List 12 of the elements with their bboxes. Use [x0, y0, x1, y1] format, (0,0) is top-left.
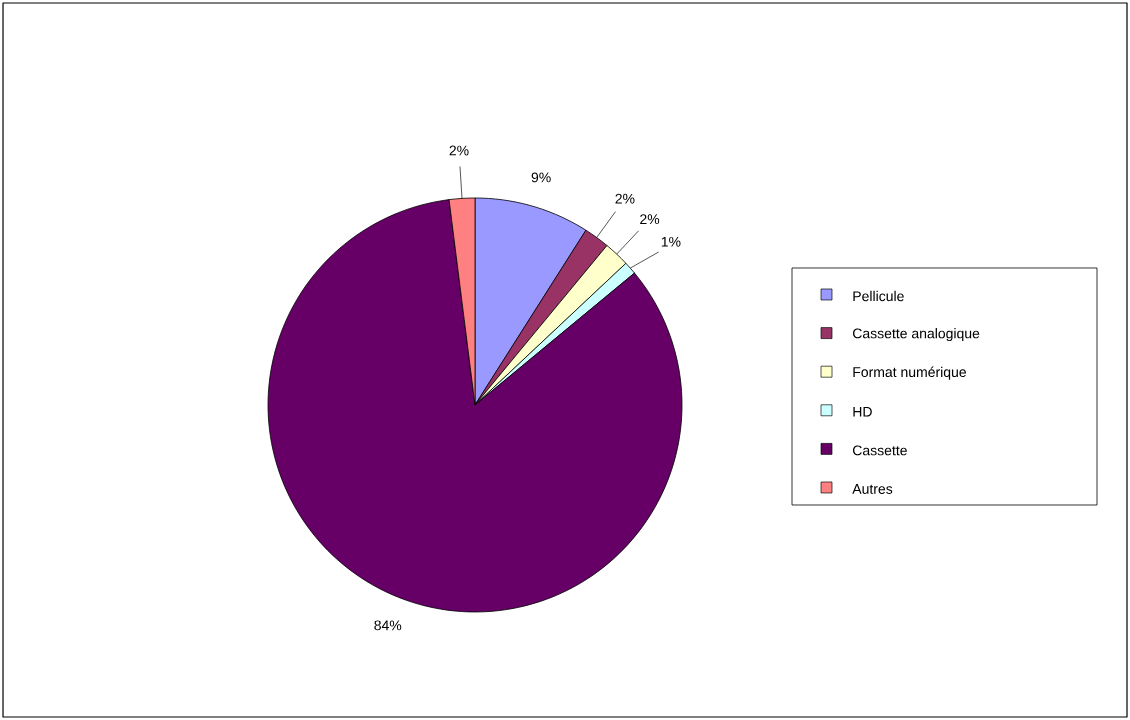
legend-label: Format numérique [853, 366, 966, 380]
data-label: 1% [661, 236, 681, 247]
data-label: 2% [449, 145, 469, 156]
legend-label: Cassette [852, 445, 907, 456]
legend-label: Autres [852, 484, 893, 494]
legend-label: Pellicule [853, 290, 904, 302]
data-label: 9% [531, 172, 551, 183]
legend-label: HD [853, 406, 872, 417]
data-label: 2% [640, 214, 660, 225]
legend-label: Cassette analogique [852, 328, 980, 342]
data-label: 2% [615, 193, 635, 204]
data-label: 84% [374, 620, 402, 631]
